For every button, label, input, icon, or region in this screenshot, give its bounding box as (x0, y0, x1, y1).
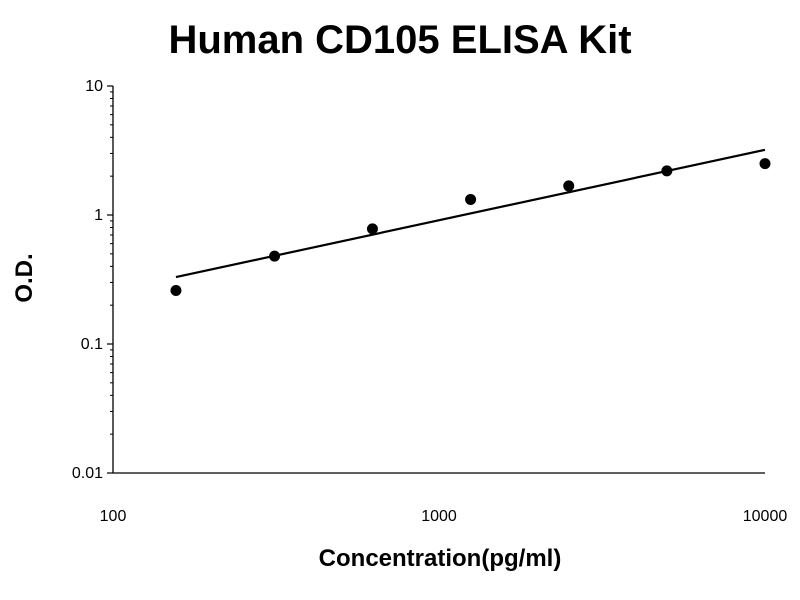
data-point (366, 223, 378, 235)
y-tick-label: 0.1 (81, 336, 103, 353)
y-tick-label: 1 (94, 207, 103, 224)
y-tick-label: 0.01 (72, 465, 103, 482)
x-tick-label: 10000 (743, 508, 788, 525)
data-point (465, 193, 477, 205)
trendline (175, 148, 766, 279)
data-point (759, 158, 771, 170)
y-axis-label: O.D. (11, 253, 38, 303)
data-point (269, 250, 281, 262)
data-point (563, 180, 575, 192)
x-tick-label: 1000 (421, 508, 457, 525)
data-point (661, 165, 673, 177)
data-point (170, 284, 182, 296)
x-tick-label: 100 (100, 508, 127, 525)
chart-title: Human CD105 ELISA Kit (168, 18, 632, 62)
x-axis-label: Concentration(pg/ml) (318, 545, 562, 572)
y-tick-label: 10 (85, 78, 103, 95)
